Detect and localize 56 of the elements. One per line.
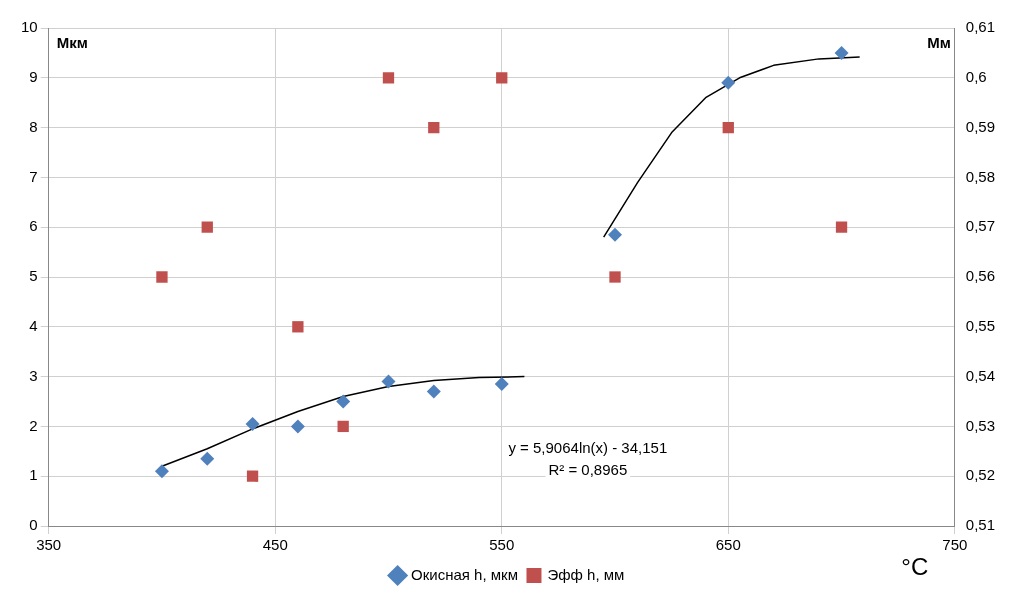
point [154, 464, 169, 479]
point [336, 394, 351, 409]
y-tick-label: 10 [21, 18, 38, 36]
y2-tick-label: 0,54 [965, 366, 996, 384]
point [290, 419, 305, 434]
point [496, 72, 508, 84]
y-axis-title: Мкм [56, 33, 88, 51]
point [201, 221, 213, 233]
y2-tick-label: 0,56 [965, 267, 996, 285]
y-tick-label: 3 [29, 366, 38, 384]
point [381, 374, 396, 389]
legend-label: Окисная h, мкм [411, 565, 518, 583]
point [292, 321, 304, 333]
point [200, 451, 215, 466]
y2-tick-label: 0,61 [965, 18, 996, 36]
x-tick-label: 750 [942, 536, 968, 554]
y2-tick-label: 0,55 [965, 316, 996, 334]
y2-tick-label: 0,51 [965, 516, 996, 534]
point [246, 470, 259, 482]
legend-label: Эфф h, мм [547, 565, 625, 583]
y2-tick-label: 0,52 [965, 466, 996, 484]
y-tick-label: 0 [29, 516, 38, 534]
y2-tick-label: 0,58 [965, 167, 996, 185]
point [494, 377, 509, 392]
point [608, 227, 623, 242]
y2-tick-label: 0,53 [965, 416, 996, 434]
annotation: R² = 0,8965 [548, 460, 628, 478]
y-tick-label: 4 [29, 316, 38, 334]
y2-axis-title: Мм [927, 33, 951, 51]
x-tick-label: 650 [715, 536, 741, 554]
x-tick-label: 350 [36, 536, 62, 554]
point [245, 416, 260, 431]
point [835, 221, 848, 233]
point [382, 72, 395, 84]
point [722, 121, 734, 134]
x-tick-label: 550 [489, 536, 515, 554]
point [609, 271, 621, 283]
y-tick-label: 8 [29, 117, 38, 135]
point [337, 420, 349, 433]
y-tick-label: 9 [29, 67, 38, 85]
y-tick-label: 5 [29, 267, 38, 285]
y-tick-label: 7 [29, 167, 38, 185]
y-tick-label: 2 [29, 416, 38, 434]
y2-tick-label: 0,6 [965, 67, 987, 85]
y2-tick-label: 0,59 [965, 117, 996, 135]
point [721, 75, 736, 90]
point [834, 45, 849, 60]
point [156, 271, 168, 283]
point [426, 384, 441, 399]
annotation: y = 5,9064ln(x) - 34,151 [508, 438, 668, 456]
y-tick-label: 6 [29, 217, 38, 235]
x-tick-label: 450 [262, 536, 288, 554]
y-tick-label: 1 [29, 466, 38, 484]
x-axis-title: °C [901, 552, 929, 580]
point [428, 121, 440, 134]
y2-tick-label: 0,57 [965, 217, 996, 235]
